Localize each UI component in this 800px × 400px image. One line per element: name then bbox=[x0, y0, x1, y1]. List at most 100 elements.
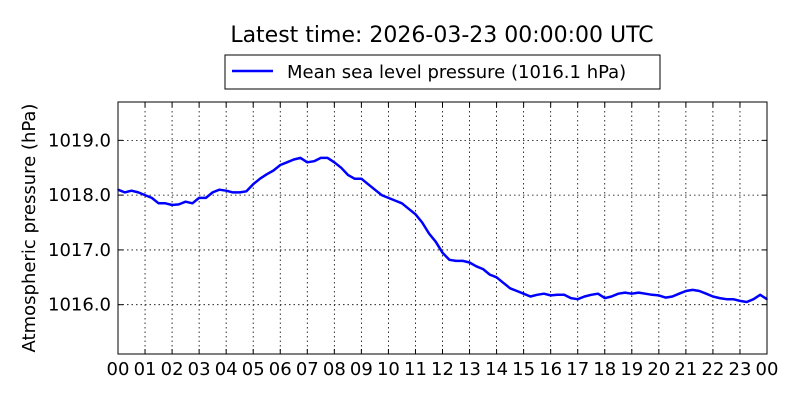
data-point bbox=[184, 200, 187, 203]
data-point bbox=[718, 297, 721, 299]
data-point bbox=[380, 194, 383, 196]
x-tick-label: 20 bbox=[647, 359, 670, 380]
data-point bbox=[428, 232, 430, 235]
data-point bbox=[245, 190, 248, 193]
data-point bbox=[401, 202, 403, 205]
data-point bbox=[157, 202, 160, 205]
data-point bbox=[489, 273, 491, 276]
data-point bbox=[691, 289, 694, 291]
data-point bbox=[705, 292, 707, 295]
x-tick-label: 12 bbox=[431, 359, 454, 380]
data-point bbox=[759, 294, 761, 296]
y-tick-labels: 1016.0 1017.0 1018.0 1019.0 bbox=[48, 130, 111, 315]
data-point bbox=[164, 202, 167, 205]
plot-area bbox=[117, 101, 768, 355]
data-point bbox=[130, 189, 133, 192]
data-point bbox=[421, 221, 424, 224]
x-tick-label: 02 bbox=[161, 359, 184, 380]
data-point bbox=[279, 164, 282, 166]
data-point bbox=[238, 191, 241, 194]
data-point bbox=[387, 197, 390, 199]
data-point bbox=[326, 157, 329, 159]
data-point bbox=[320, 157, 322, 159]
data-point bbox=[367, 183, 369, 185]
data-point bbox=[178, 203, 180, 206]
data-point bbox=[144, 194, 146, 196]
data-point bbox=[455, 260, 457, 262]
data-point bbox=[678, 292, 680, 295]
x-tick-label: 13 bbox=[458, 359, 481, 380]
data-point bbox=[590, 294, 592, 296]
data-point bbox=[232, 191, 234, 194]
x-tick-label: 23 bbox=[729, 359, 752, 380]
y-tick-label: 1016.0 bbox=[48, 295, 111, 316]
data-point bbox=[347, 174, 349, 176]
x-tick-label: 19 bbox=[620, 359, 643, 380]
data-point bbox=[664, 296, 667, 299]
data-point bbox=[712, 295, 714, 298]
x-tick-label: 07 bbox=[296, 359, 319, 380]
data-point bbox=[624, 291, 626, 294]
legend-series-label: Mean sea level pressure (1016.1 hPa) bbox=[287, 62, 626, 83]
data-point bbox=[286, 161, 288, 164]
data-point bbox=[272, 169, 275, 172]
data-point bbox=[570, 297, 572, 299]
data-point bbox=[259, 177, 261, 180]
data-point bbox=[732, 298, 734, 301]
data-point bbox=[509, 287, 511, 290]
y-tick-label: 1017.0 bbox=[48, 240, 111, 261]
data-point bbox=[137, 191, 140, 194]
data-point bbox=[306, 161, 309, 164]
data-point bbox=[576, 298, 579, 301]
y-tick-label: 1018.0 bbox=[48, 185, 111, 206]
data-point bbox=[293, 158, 295, 161]
data-point bbox=[191, 202, 194, 205]
data-point bbox=[597, 292, 599, 295]
x-tick-label: 17 bbox=[566, 359, 589, 380]
x-tick-label: 09 bbox=[350, 359, 373, 380]
data-point bbox=[604, 297, 606, 299]
x-tick-label: 11 bbox=[404, 359, 427, 380]
data-point bbox=[124, 191, 126, 194]
data-point bbox=[698, 290, 701, 292]
data-point bbox=[671, 295, 674, 298]
x-tick-label: 03 bbox=[188, 359, 211, 380]
data-point bbox=[495, 276, 498, 279]
x-tick-label: 15 bbox=[512, 359, 535, 380]
data-point bbox=[685, 290, 687, 292]
data-point bbox=[414, 213, 417, 216]
x-tick-label: 00 bbox=[756, 359, 779, 380]
data-point bbox=[556, 294, 559, 296]
data-point bbox=[502, 282, 505, 284]
data-point bbox=[448, 259, 451, 261]
x-tick-label: 22 bbox=[701, 359, 724, 380]
data-point bbox=[752, 298, 755, 301]
data-point bbox=[211, 191, 214, 194]
data-point bbox=[549, 294, 552, 297]
data-point bbox=[522, 292, 525, 295]
data-point bbox=[725, 298, 728, 301]
data-point bbox=[374, 188, 376, 191]
data-point bbox=[313, 160, 315, 162]
data-point bbox=[482, 268, 484, 270]
data-point bbox=[265, 173, 268, 176]
x-tick-label: 21 bbox=[674, 359, 697, 380]
data-point bbox=[360, 177, 363, 180]
data-point bbox=[340, 166, 342, 169]
data-point bbox=[225, 189, 227, 192]
data-point bbox=[151, 197, 153, 199]
data-point bbox=[205, 197, 207, 199]
tick-marks bbox=[117, 102, 768, 354]
chart-title: Latest time: 2026-03-23 00:00:00 UTC bbox=[230, 23, 653, 48]
data-point bbox=[536, 294, 538, 296]
data-point bbox=[468, 261, 471, 264]
y-axis-label: Atmospheric pressure (hPa) bbox=[19, 104, 40, 353]
data-point bbox=[299, 157, 302, 159]
x-tick-label: 18 bbox=[593, 359, 616, 380]
data-point bbox=[739, 300, 741, 302]
y-tick-label: 1019.0 bbox=[48, 130, 111, 151]
data-point bbox=[637, 291, 640, 294]
x-tick-label: 05 bbox=[242, 359, 265, 380]
data-point bbox=[583, 295, 586, 298]
data-point bbox=[353, 177, 356, 180]
